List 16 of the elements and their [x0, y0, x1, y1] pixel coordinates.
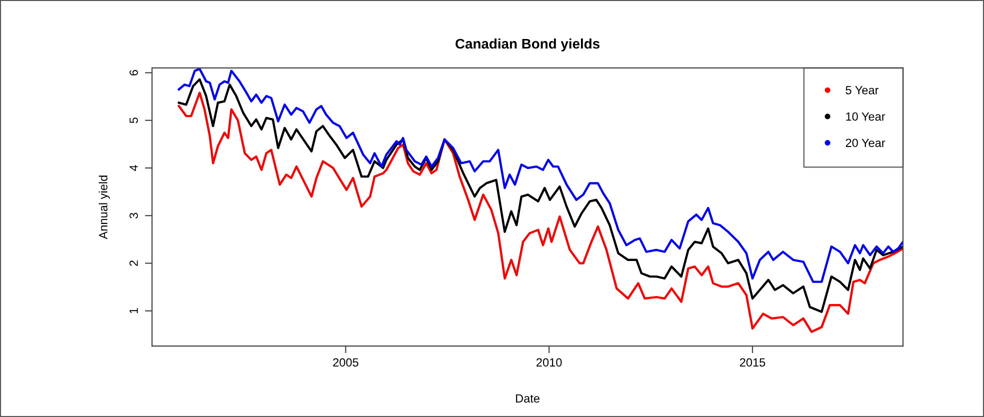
x-axis-title: Date	[516, 394, 540, 403]
y-tick-label: 5	[130, 118, 138, 124]
chart-title: Canadian Bond yields	[456, 38, 600, 52]
y-axis-title: Annual yield	[98, 176, 110, 240]
x-tick-label: 2015	[740, 358, 766, 367]
y-tick-label: 2	[130, 260, 138, 266]
legend-label: 20 Year	[846, 138, 886, 148]
y-tick-label: 3	[130, 212, 138, 218]
x-tick-label: 2005	[333, 358, 358, 367]
y-tick-label: 4	[130, 165, 138, 171]
y-tick-label: 1	[130, 308, 138, 314]
y-tick-label: 6	[130, 70, 138, 76]
line-series	[178, 68, 904, 283]
legend-label: 5 Year	[846, 86, 879, 94]
x-tick-label: 2010	[536, 358, 562, 367]
legend-label: 10 Year	[846, 112, 886, 121]
